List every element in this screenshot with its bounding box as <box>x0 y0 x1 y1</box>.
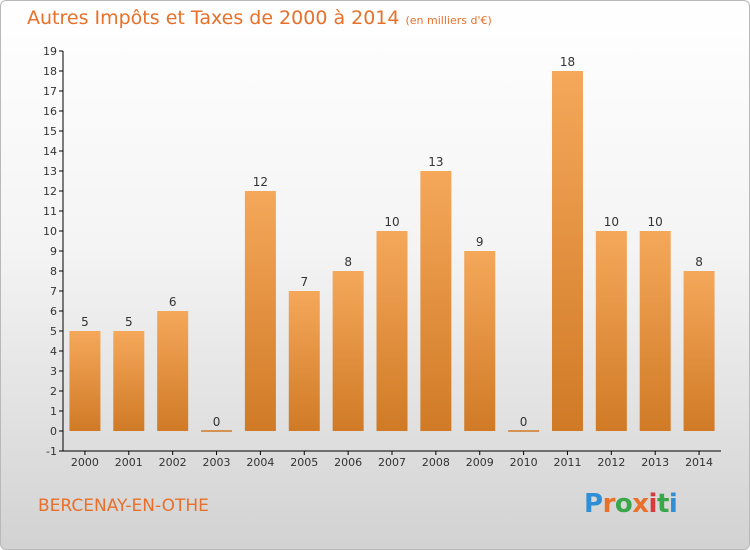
y-tick-label: 4 <box>50 345 57 358</box>
y-tick-label: 12 <box>43 185 57 198</box>
y-tick-label: 15 <box>43 125 57 138</box>
logo-letter: r <box>602 489 616 519</box>
y-tick-label: 7 <box>50 285 57 298</box>
bar <box>332 271 364 431</box>
logo-letter: o <box>614 489 633 519</box>
bar <box>157 311 189 431</box>
x-tick-label: 2004 <box>246 456 274 469</box>
logo-letter: P <box>584 489 603 519</box>
x-tick-label: 2000 <box>71 456 99 469</box>
bar <box>69 331 101 431</box>
data-label: 0 <box>520 415 528 429</box>
y-tick-label: 8 <box>50 265 57 278</box>
bar <box>420 171 452 431</box>
y-tick-label: 5 <box>50 325 57 338</box>
x-tick-label: 2011 <box>553 456 581 469</box>
x-tick-label: 2010 <box>510 456 538 469</box>
y-tick-label: -1 <box>46 445 57 458</box>
bar <box>683 271 715 431</box>
data-label: 8 <box>344 255 352 269</box>
data-label: 10 <box>604 215 619 229</box>
x-tick-label: 2003 <box>203 456 231 469</box>
data-label: 12 <box>253 175 268 189</box>
bar <box>288 291 320 431</box>
logo-letter: i <box>648 489 658 519</box>
data-label: 10 <box>648 215 663 229</box>
y-tick-label: 3 <box>50 365 57 378</box>
y-tick-label: 2 <box>50 385 57 398</box>
x-tick-label: 2012 <box>597 456 625 469</box>
logo-letter: i <box>668 489 678 519</box>
data-label: 5 <box>81 315 89 329</box>
x-tick-label: 2009 <box>466 456 494 469</box>
data-label: 18 <box>560 55 575 69</box>
chart-title-text: Autres Impôts et Taxes de 2000 à 2014 <box>27 7 400 29</box>
y-tick-label: 13 <box>43 165 57 178</box>
chart-unit: (en milliers d'€) <box>405 14 492 27</box>
data-label: 7 <box>300 275 308 289</box>
y-tick-label: 6 <box>50 305 57 318</box>
x-tick-label: 2008 <box>422 456 450 469</box>
y-tick-label: 18 <box>43 65 57 78</box>
logo-letter: t <box>656 489 669 519</box>
proxiti-logo: Proxiti <box>584 489 678 519</box>
logo-letter: x <box>632 489 649 519</box>
data-label: 10 <box>384 215 399 229</box>
chart-title: Autres Impôts et Taxes de 2000 à 2014 (en… <box>27 7 492 29</box>
y-tick-label: 11 <box>43 205 57 218</box>
bar <box>595 231 627 431</box>
x-tick-label: 2007 <box>378 456 406 469</box>
bar <box>113 331 145 431</box>
data-label: 5 <box>125 315 133 329</box>
y-tick-label: 19 <box>43 45 57 58</box>
bar <box>639 231 671 431</box>
bar <box>244 191 276 431</box>
data-label: 0 <box>213 415 221 429</box>
data-label: 9 <box>476 235 484 249</box>
data-label: 6 <box>169 295 177 309</box>
x-tick-label: 2006 <box>334 456 362 469</box>
y-tick-label: 0 <box>50 425 57 438</box>
y-tick-label: 9 <box>50 245 57 258</box>
data-label: 13 <box>428 155 443 169</box>
y-tick-label: 16 <box>43 105 57 118</box>
x-tick-label: 2013 <box>641 456 669 469</box>
y-tick-label: 17 <box>43 85 57 98</box>
x-tick-label: 2002 <box>159 456 187 469</box>
bar <box>464 251 496 431</box>
x-tick-label: 2005 <box>290 456 318 469</box>
x-tick-label: 2014 <box>685 456 713 469</box>
y-tick-label: 10 <box>43 225 57 238</box>
commune-name: BERCENAY-EN-OTHE <box>38 496 209 516</box>
y-tick-label: 14 <box>43 145 57 158</box>
bar <box>376 231 408 431</box>
data-label: 8 <box>695 255 703 269</box>
x-tick-label: 2001 <box>115 456 143 469</box>
y-tick-label: 1 <box>50 405 57 418</box>
bar <box>551 71 583 431</box>
